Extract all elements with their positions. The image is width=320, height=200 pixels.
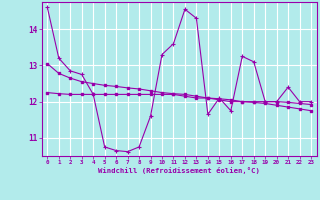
X-axis label: Windchill (Refroidissement éolien,°C): Windchill (Refroidissement éolien,°C) bbox=[98, 167, 260, 174]
